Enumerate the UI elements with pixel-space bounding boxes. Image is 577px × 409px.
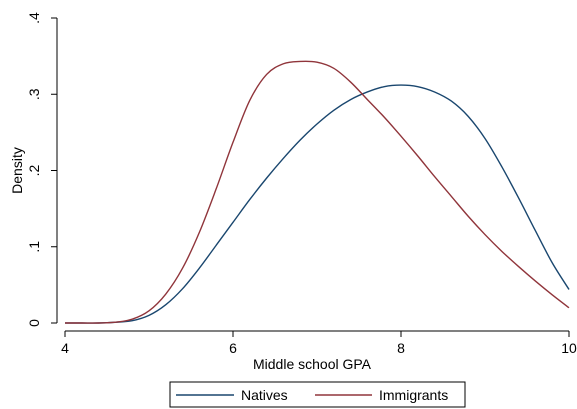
series-line-immigrants [65,60,570,324]
x-tick-label: 6 [229,340,237,356]
series-line-natives [65,84,570,324]
legend: Natives Immigrants [169,381,466,408]
y-tick-label: .4 [26,12,42,24]
y-tick-label: 0 [26,319,42,327]
x-tick-label: 8 [397,340,405,356]
y-tick-label: .1 [26,241,42,253]
legend-label-immigrants: Immigrants [379,387,448,403]
x-tick-label: 4 [61,340,69,356]
axes: 4 6 8 10 0 .1 .2 .3 .4 Middle school GPA Density [9,12,577,372]
y-tick-label: .3 [26,88,42,100]
y-tick-label: .2 [26,164,42,176]
legend-label-natives: Natives [241,387,288,403]
x-tick-label: 10 [561,340,577,356]
x-axis-title: Middle school GPA [253,356,372,372]
y-axis-title: Density [9,147,25,194]
plot-lines [65,60,570,324]
